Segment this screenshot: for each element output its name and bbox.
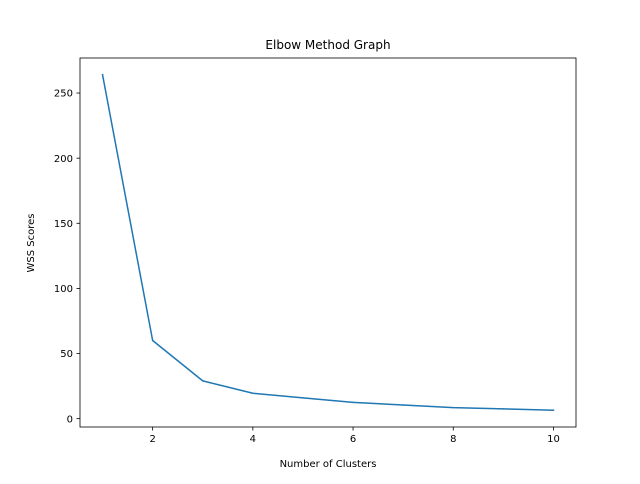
y-axis-ticks: 0 50 100 150 200 250 <box>54 89 80 425</box>
x-tick-label: 6 <box>350 434 356 445</box>
data-point <box>402 404 404 406</box>
x-axis-label: Number of Clusters <box>280 459 377 470</box>
series-group <box>101 73 555 411</box>
data-point <box>352 401 354 404</box>
chart-title: Elbow Method Graph <box>265 38 390 52</box>
plot-area: 2 4 6 8 10 0 50 100 150 200 250 <box>54 57 577 445</box>
x-tick-label: 2 <box>149 434 155 445</box>
data-point <box>252 392 254 395</box>
wss-series-line <box>101 73 555 411</box>
data-point <box>101 74 104 76</box>
y-tick-label: 250 <box>54 89 73 100</box>
data-point <box>552 409 555 411</box>
y-tick-label: 0 <box>67 414 73 425</box>
y-tick-label: 150 <box>54 219 73 230</box>
y-tick-label: 200 <box>54 154 73 165</box>
data-point <box>452 406 455 409</box>
plot-frame <box>79 57 577 428</box>
x-axis-ticks: 2 4 6 8 10 <box>149 427 560 445</box>
x-tick-label: 10 <box>547 434 560 445</box>
data-point <box>302 397 304 399</box>
data-point <box>502 408 505 410</box>
y-tick-label: 50 <box>60 349 73 360</box>
y-tick-label: 100 <box>54 284 73 295</box>
data-point <box>201 380 204 382</box>
x-tick-label: 8 <box>450 434 456 445</box>
data-point <box>151 339 154 342</box>
y-axis-label: WSS Scores <box>26 214 37 273</box>
x-tick-label: 4 <box>250 434 256 445</box>
